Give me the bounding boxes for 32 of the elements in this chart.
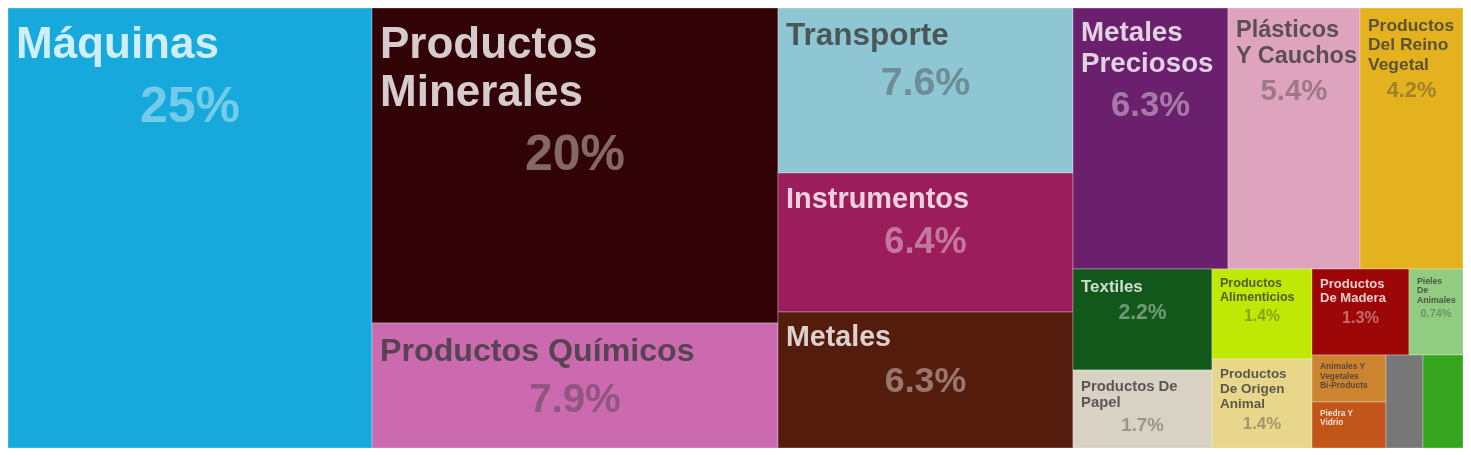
data-label: 1.7%	[1121, 413, 1165, 435]
category-label: Textiles	[1081, 276, 1143, 296]
data-label: 6.4%	[884, 220, 967, 262]
data-label: 5.4%	[1260, 73, 1328, 107]
data-label: 1.3%	[1341, 307, 1380, 326]
data-label: 6.3%	[1111, 84, 1190, 123]
data-label: 4.2%	[1386, 77, 1437, 103]
category-label: Piedra Y Vidrio	[1320, 408, 1354, 428]
data-label: 20%	[524, 125, 626, 182]
data-label: 7.6%	[880, 59, 971, 103]
category-label: Animales Y Vegetales Bi-Products	[1320, 361, 1368, 390]
category-label: Productos De Papel	[1081, 377, 1178, 411]
category-label: Productos De Madera	[1320, 275, 1387, 306]
data-label: 1.4%	[1242, 414, 1282, 434]
data-label: 25%	[139, 77, 241, 134]
data-label: 2.2%	[1118, 299, 1167, 323]
category-label: Metales Preciosos	[1081, 16, 1214, 78]
data-label: 6.3%	[884, 359, 967, 400]
category-label: Productos De Origen Animal	[1220, 366, 1287, 411]
category-label: Plásticos Y Cauchos	[1236, 16, 1358, 69]
category-label: Máquinas	[16, 17, 219, 67]
category-label: Transporte	[786, 16, 949, 53]
data-label: 0.74%	[1420, 306, 1452, 319]
data-label: 1.4%	[1244, 307, 1280, 325]
category-label: Metales	[786, 320, 891, 353]
category-label: Instrumentos	[786, 181, 970, 214]
category-label: Productos Minerales	[380, 17, 598, 115]
category-label: Productos Alimenticios	[1220, 276, 1295, 305]
category-label: Pieles De Animales	[1417, 275, 1456, 305]
data-label: 7.9%	[529, 375, 621, 421]
category-label: Productos Químicos	[380, 331, 695, 368]
category-label: Productos Del Reino Vegetal	[1368, 15, 1455, 74]
